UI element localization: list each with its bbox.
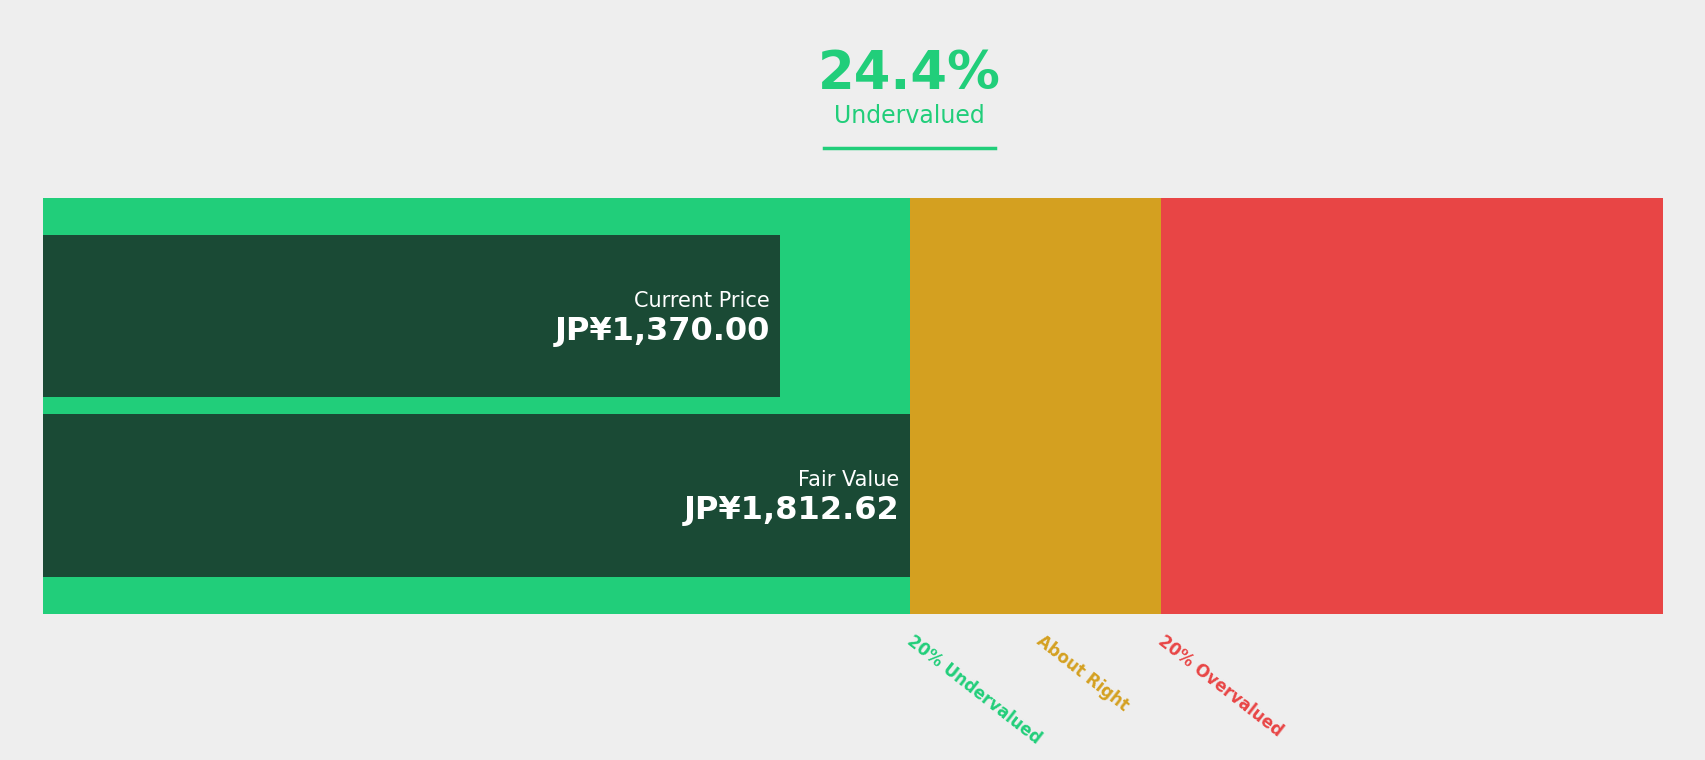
Bar [1159, 198, 1662, 614]
Bar [43, 414, 909, 577]
Text: JP¥1,812.62: JP¥1,812.62 [684, 496, 899, 527]
Text: About Right: About Right [1032, 632, 1130, 714]
Text: 20% Overvalued: 20% Overvalued [1154, 632, 1286, 740]
Bar [43, 235, 779, 397]
Bar [43, 198, 909, 614]
Bar [909, 198, 1161, 614]
Text: JP¥1,370.00: JP¥1,370.00 [554, 316, 769, 347]
Text: Fair Value: Fair Value [798, 470, 899, 489]
Text: 24.4%: 24.4% [818, 48, 1001, 100]
Text: Undervalued: Undervalued [834, 104, 984, 128]
Text: Current Price: Current Price [634, 291, 769, 311]
Text: 20% Undervalued: 20% Undervalued [904, 632, 1043, 747]
